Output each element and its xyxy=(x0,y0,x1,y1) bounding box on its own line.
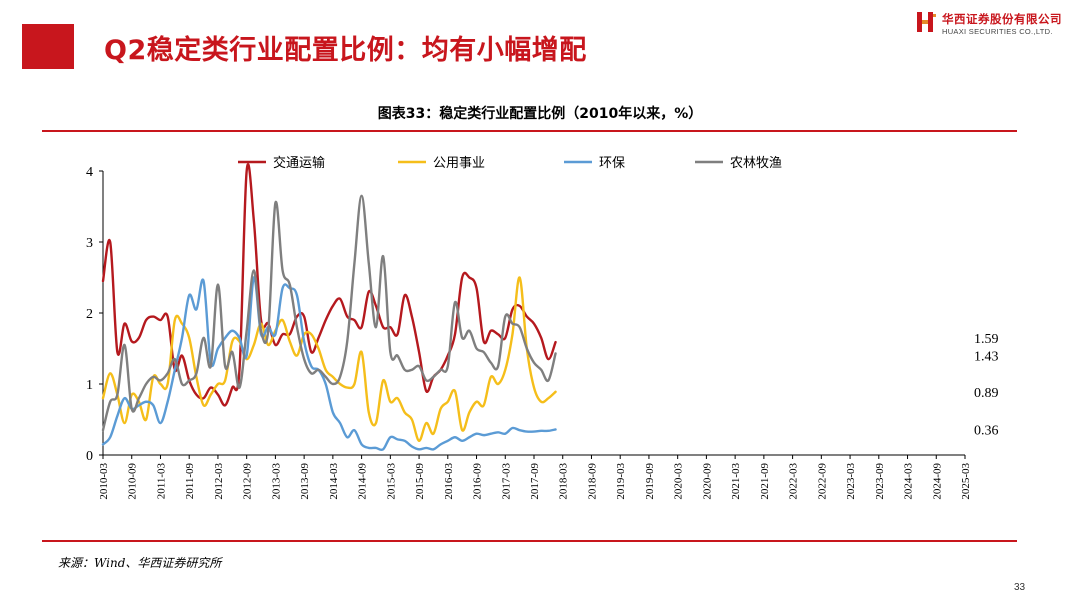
legend-label: 环保 xyxy=(599,156,625,171)
x-tick-label: 2021-09 xyxy=(759,463,771,500)
x-tick-label: 2018-09 xyxy=(586,463,598,500)
x-tick-label: 2016-09 xyxy=(472,463,484,500)
legend-label: 交通运输 xyxy=(273,155,325,171)
title-accent-block xyxy=(22,24,74,69)
series-end-label: 1.59 xyxy=(974,332,999,347)
x-tick-label: 2012-03 xyxy=(213,463,225,500)
series-line xyxy=(101,276,557,443)
x-tick-label: 2014-03 xyxy=(328,463,340,500)
x-tick-label: 2013-09 xyxy=(299,463,311,500)
company-logo: 华西证券股份有限公司 HUAXI SECURITIES CO.,LTD. xyxy=(916,10,1076,40)
x-tick-label: 2013-03 xyxy=(270,463,282,500)
x-tick-label: 2010-09 xyxy=(127,463,139,500)
series-line xyxy=(101,194,557,432)
footer-rule xyxy=(42,540,1017,542)
logo-chinese-name: 华西证券股份有限公司 xyxy=(942,12,1062,26)
source-note: 来源：Wind、华西证券研究所 xyxy=(58,556,222,570)
series-line xyxy=(101,276,557,452)
series-end-label: 0.36 xyxy=(974,423,999,438)
x-tick-label: 2023-03 xyxy=(845,463,857,500)
x-tick-label: 2019-09 xyxy=(644,463,656,500)
legend-label: 公用事业 xyxy=(433,156,485,171)
series-end-label: 0.89 xyxy=(974,386,999,401)
y-tick-label: 1 xyxy=(86,378,93,393)
x-tick-label: 2016-03 xyxy=(443,463,455,500)
page-number: 33 xyxy=(1014,582,1026,593)
x-tick-label: 2015-09 xyxy=(414,463,426,500)
y-tick-label: 3 xyxy=(86,236,93,251)
x-tick-label: 2021-03 xyxy=(730,463,742,500)
series-end-label: 1.43 xyxy=(974,349,999,364)
x-tick-label: 2018-03 xyxy=(558,463,570,500)
y-tick-label: 4 xyxy=(86,165,93,180)
x-tick-label: 2017-09 xyxy=(529,463,541,500)
x-tick-label: 2019-03 xyxy=(615,463,627,500)
x-tick-label: 2022-03 xyxy=(788,463,800,500)
y-tick-label: 2 xyxy=(86,307,93,322)
title-rule xyxy=(42,130,1017,132)
x-tick-label: 2017-03 xyxy=(500,463,512,500)
x-tick-label: 2022-09 xyxy=(816,463,828,500)
slide-title: Q2稳定类行业配置比例：均有小幅增配 xyxy=(104,35,587,66)
legend-label: 农林牧渔 xyxy=(730,156,782,171)
x-tick-label: 2020-09 xyxy=(701,463,713,500)
x-tick-label: 2023-09 xyxy=(874,463,886,500)
x-tick-label: 2025-03 xyxy=(960,463,972,500)
x-tick-label: 2012-09 xyxy=(242,463,254,500)
logo-english-name: HUAXI SECURITIES CO.,LTD. xyxy=(942,27,1053,36)
x-tick-label: 2020-03 xyxy=(673,463,685,500)
series-line xyxy=(101,163,557,407)
huaxi-logo-icon xyxy=(917,12,936,32)
chart-title: 图表33：稳定类行业配置比例（2010年以来，%） xyxy=(377,106,703,122)
y-tick-label: 0 xyxy=(86,449,93,464)
x-tick-label: 2011-09 xyxy=(184,463,196,500)
x-tick-label: 2024-03 xyxy=(903,463,915,500)
x-tick-label: 2011-03 xyxy=(155,463,167,500)
x-tick-label: 2015-03 xyxy=(385,463,397,500)
x-tick-label: 2024-09 xyxy=(931,463,943,500)
x-tick-label: 2014-09 xyxy=(357,463,369,500)
x-tick-label: 2010-03 xyxy=(98,463,110,500)
